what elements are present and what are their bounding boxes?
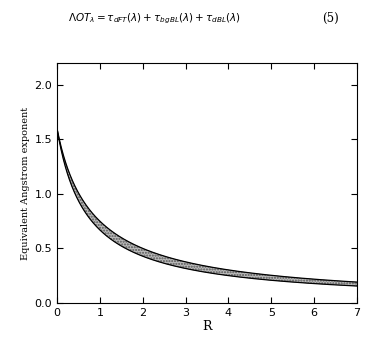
Text: (5): (5) [322, 12, 339, 25]
Text: $\Lambda OT_\lambda = \tau_{dFT}(\lambda) + \tau_{bgBL}(\lambda) + \tau_{dBL}(\l: $\Lambda OT_\lambda = \tau_{dFT}(\lambda… [68, 12, 241, 26]
X-axis label: R: R [202, 320, 212, 333]
Y-axis label: Equivalent Angstrom exponent: Equivalent Angstrom exponent [21, 106, 30, 260]
